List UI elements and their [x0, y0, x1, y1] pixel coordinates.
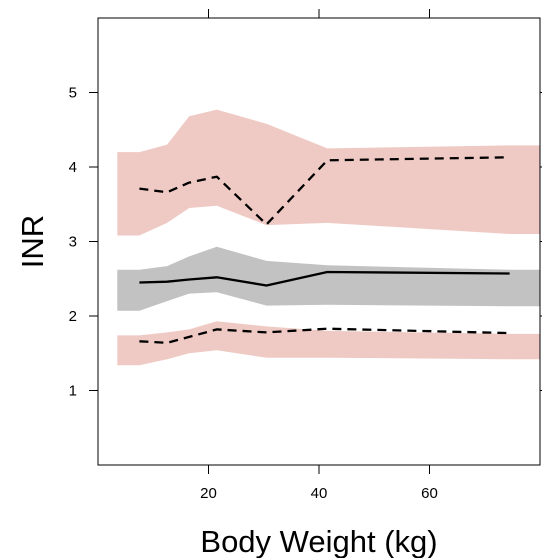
- x-axis-title: Body Weight (kg): [200, 524, 437, 558]
- upper-percentile-interval-band: [117, 109, 541, 236]
- lower-percentile-interval-band: [117, 321, 541, 366]
- y-tick-label: 5: [69, 85, 77, 102]
- lower-percentile-line: [139, 327, 510, 344]
- x-tick-label: 60: [421, 485, 438, 502]
- x-tick-label: 40: [311, 485, 328, 502]
- upper-percentile-line: [139, 156, 510, 226]
- y-axis-title: INR: [15, 215, 50, 268]
- x-tick-label: 20: [200, 485, 217, 502]
- y-tick-label: 2: [69, 308, 77, 325]
- lines-layer: [139, 156, 510, 344]
- y-tick-label: 4: [69, 159, 77, 176]
- median-interval-band: [117, 246, 541, 311]
- ticks-layer: 20 40 60 1 2 3 4 5: [69, 9, 542, 502]
- y-tick-label: 1: [69, 383, 77, 400]
- median-line: [139, 270, 510, 287]
- plot-frame: [97, 17, 541, 466]
- y-tick-label: 3: [69, 234, 77, 251]
- bands-layer: [117, 109, 541, 366]
